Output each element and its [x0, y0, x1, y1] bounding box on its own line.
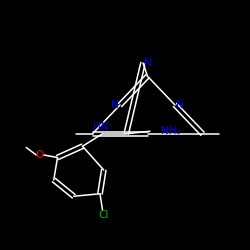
Text: N: N: [144, 58, 152, 68]
Text: NH₂: NH₂: [160, 126, 180, 136]
Text: O: O: [35, 150, 44, 160]
Text: N: N: [176, 100, 184, 110]
Text: HN: HN: [94, 122, 109, 132]
Text: N: N: [111, 100, 119, 110]
Text: Cl: Cl: [98, 210, 109, 220]
